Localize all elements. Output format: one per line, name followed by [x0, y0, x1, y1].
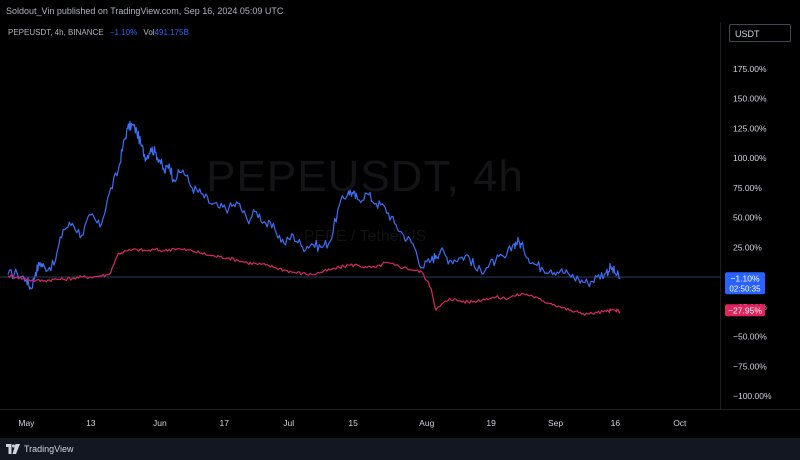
last-value-label-blue [725, 272, 765, 295]
watermark-title: PEPEUSDT, 4h [206, 152, 524, 201]
price-axis-divider [720, 22, 721, 409]
countdown-text: 02:50:35 [729, 284, 761, 293]
x-tick-label: 13 [86, 418, 96, 428]
last-value-text: −27.95% [728, 305, 762, 315]
x-tick-label: Aug [419, 418, 434, 428]
series-line-red [7, 247, 621, 316]
last-value-label-red [725, 304, 765, 317]
volume-label: Vol [143, 28, 155, 37]
y-tick-label: −75.00% [733, 361, 767, 371]
x-tick-label: 19 [486, 418, 496, 428]
last-value-text: −1.10% [730, 273, 760, 283]
publisher-bar: Soldout_Vin published on TradingView.com… [0, 0, 800, 22]
x-tick-label: Jun [153, 418, 167, 428]
x-tick-label: Jul [283, 418, 294, 428]
y-tick-label: 50.00% [733, 213, 762, 223]
time-axis-divider [0, 409, 800, 410]
y-tick-label: −100.00% [733, 391, 772, 401]
y-tick-label: 100.00% [733, 153, 767, 163]
footer-bar: TradingView [0, 438, 800, 460]
publisher-text: Soldout_Vin published on TradingView.com… [6, 6, 284, 16]
series-line-blue [7, 120, 621, 290]
x-tick-label: 17 [220, 418, 230, 428]
y-tick-label: 175.00% [733, 64, 767, 74]
chart-plot[interactable]: 175.00% 150.00% 125.00% 100.00% 75.00% 50.00%… [0, 0, 800, 438]
symbol-ticker: PEPEUSDT, 4h, BINANCE [8, 28, 104, 37]
watermark-subtitle: PEPE / TetherUS [303, 228, 427, 245]
currency-selector[interactable]: USDT [729, 24, 791, 42]
chart-area[interactable] [0, 22, 800, 438]
x-tick-label: Sep [548, 418, 563, 428]
y-tick-label: 150.00% [733, 94, 767, 104]
volume-value: 491.175B [154, 28, 189, 37]
x-tick-label: 16 [611, 418, 621, 428]
y-tick-label: 75.00% [733, 183, 762, 193]
y-tick-label: 25.00% [733, 242, 762, 252]
y-tick-label: 125.00% [733, 123, 767, 133]
symbol-change: −1.10% [109, 28, 138, 37]
x-tick-label: May [18, 418, 35, 428]
y-tick-label: −50.00% [733, 332, 767, 342]
footer-brand: TradingView [24, 444, 74, 454]
x-tick-label: 15 [348, 418, 358, 428]
symbol-legend[interactable]: PEPEUSDT, 4h, BINANCE −1.10% Vol491.175B [8, 28, 189, 37]
x-tick-label: Oct [673, 418, 687, 428]
tradingview-logo-icon[interactable] [6, 444, 20, 454]
